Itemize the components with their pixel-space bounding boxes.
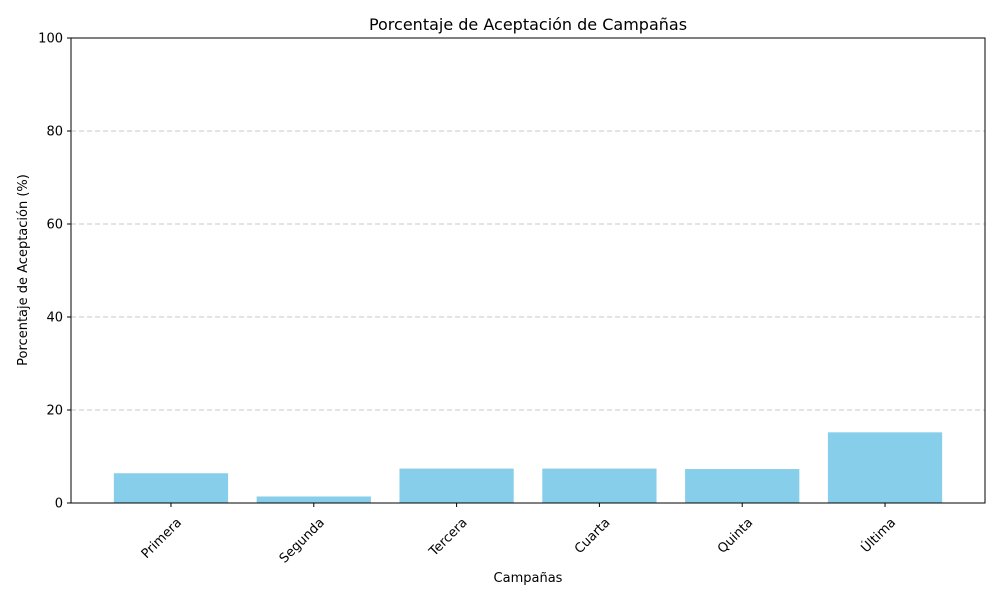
bar-0: [113, 473, 229, 503]
bar-2: [399, 468, 514, 503]
y-tick-label-60: 60: [46, 218, 63, 233]
y-tick-label-20: 20: [46, 404, 63, 419]
axes: [70, 37, 986, 504]
x-tick-label-1: Segunda: [277, 515, 328, 566]
chart-title: Porcentaje de Aceptación de Campañas: [369, 15, 687, 34]
x-tick-label-5: Última: [858, 515, 899, 556]
y-tick-label-0: 0: [55, 497, 63, 512]
x-tick-label-2: Tercera: [426, 515, 471, 560]
bar-5: [827, 432, 943, 503]
gridlines: [71, 130, 985, 411]
y-tick-label-80: 80: [46, 125, 63, 140]
y-axis-label: Porcentaje de Aceptación (%): [16, 174, 31, 366]
bar-4: [685, 469, 800, 503]
y-tick-label-40: 40: [46, 311, 63, 326]
y-axis-ticks: 0 20 40 60 80 100: [38, 32, 71, 512]
bar-1: [256, 496, 371, 503]
x-tick-label-4: Quinta: [715, 515, 756, 556]
plot-frame: [70, 37, 986, 504]
x-tick-label-3: Cuarta: [572, 515, 614, 557]
bar-3: [542, 468, 657, 503]
y-tick-label-100: 100: [38, 32, 63, 47]
x-tick-label-0: Primera: [139, 515, 185, 561]
x-axis-ticks: Primera Segunda Tercera Cuarta Quinta Última: [139, 503, 899, 566]
bars: [113, 432, 943, 503]
x-axis-label: Campañas: [494, 571, 563, 586]
